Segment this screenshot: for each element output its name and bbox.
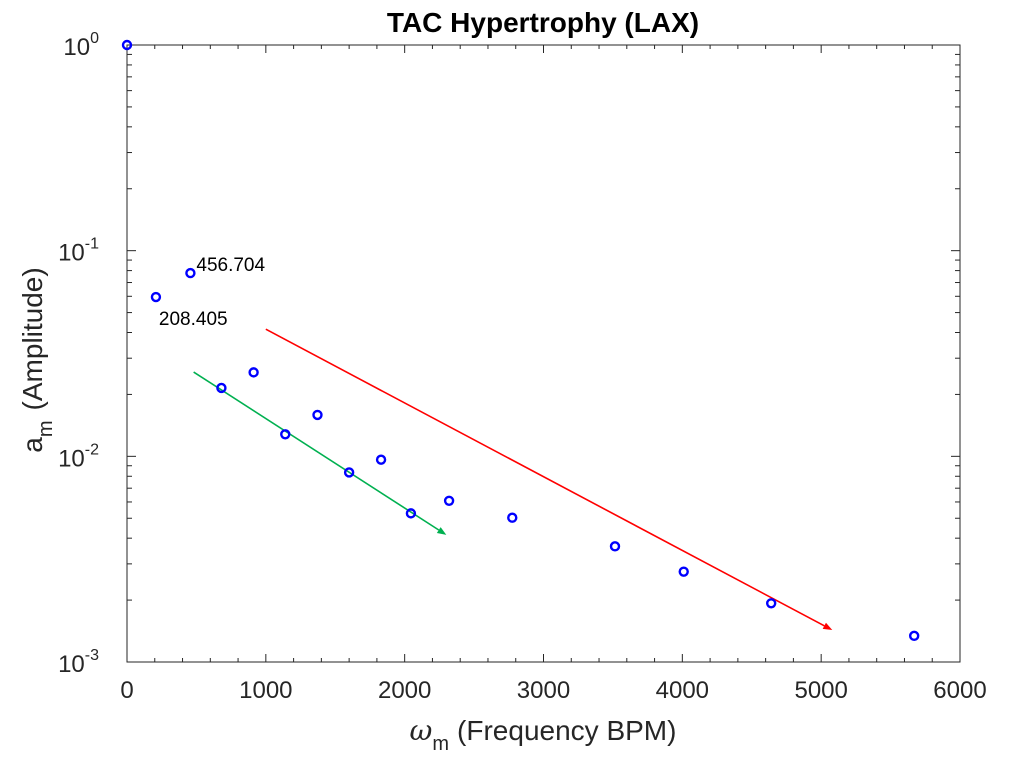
y-tick-exponent: -1: [85, 236, 99, 253]
x-axis-label: ωm (Frequency BPM): [410, 714, 677, 755]
y-axis-label: am (Amplitude): [17, 267, 57, 452]
data-point: [216, 382, 227, 394]
data-point: [375, 454, 387, 465]
annotation-label: 208.405: [159, 309, 228, 330]
annotation-label: 456.704: [196, 255, 265, 276]
data-point: [343, 467, 355, 478]
y-tick-base: 10: [63, 34, 90, 61]
y-tick-exponent: 0: [90, 30, 99, 47]
y-tick-label: 100: [63, 30, 99, 61]
x-tick-label: 3000: [517, 677, 570, 704]
y-tick-base: 10: [58, 240, 85, 267]
x-tick-labels: 0 1000 2000 3000 4000 5000 6000: [120, 677, 986, 704]
y-tick-base: 10: [58, 651, 85, 678]
x-axis-text: (Frequency BPM): [457, 715, 676, 746]
data-point: [609, 541, 621, 552]
arrow-red-head: [822, 622, 833, 631]
y-tick-exponent: -3: [85, 647, 99, 664]
y-axis-text: (Amplitude): [17, 267, 48, 410]
y-tick-label: 10-3: [58, 647, 99, 678]
x-tick-label: 0: [120, 677, 133, 704]
arrow-green-shaft: [193, 371, 440, 531]
x-tick-label: 4000: [656, 677, 709, 704]
data-point: [405, 508, 417, 519]
data-point: [280, 429, 291, 440]
x-tick-label: 2000: [378, 677, 431, 704]
x-tick-label: 5000: [794, 677, 847, 704]
y-tick-exponent: -2: [85, 441, 99, 458]
data-point: [443, 495, 455, 506]
arrow-red-shaft: [265, 328, 825, 627]
x-axis-symbol: ω: [410, 714, 433, 747]
data-point: [908, 630, 920, 642]
y-tick-label: 10-2: [58, 441, 99, 472]
data-point: [765, 598, 777, 609]
x-tick-label: 1000: [239, 677, 292, 704]
data-point: [507, 512, 518, 523]
data-point: [185, 267, 196, 279]
data-point: [312, 409, 323, 421]
y-axis-subscript: m: [35, 420, 57, 437]
y-axis-symbol: a: [17, 437, 48, 453]
data-point: [678, 566, 689, 577]
x-tick-label: 6000: [933, 677, 986, 704]
data-point: [150, 291, 162, 303]
y-tick-base: 10: [58, 445, 85, 472]
data-point: [248, 367, 259, 378]
point-annotations: 456.704 208.405: [159, 255, 266, 330]
x-axis-subscript: m: [432, 733, 449, 755]
plot-area: [127, 45, 960, 662]
y-tick-label: 10-1: [58, 236, 99, 267]
data-points: [121, 39, 920, 642]
axes-box: [126, 44, 961, 663]
arrow-green-head: [436, 527, 447, 535]
chart-title: TAC Hypertrophy (LAX): [387, 7, 699, 38]
data-point: [121, 39, 133, 51]
trend-arrows: [193, 328, 833, 631]
